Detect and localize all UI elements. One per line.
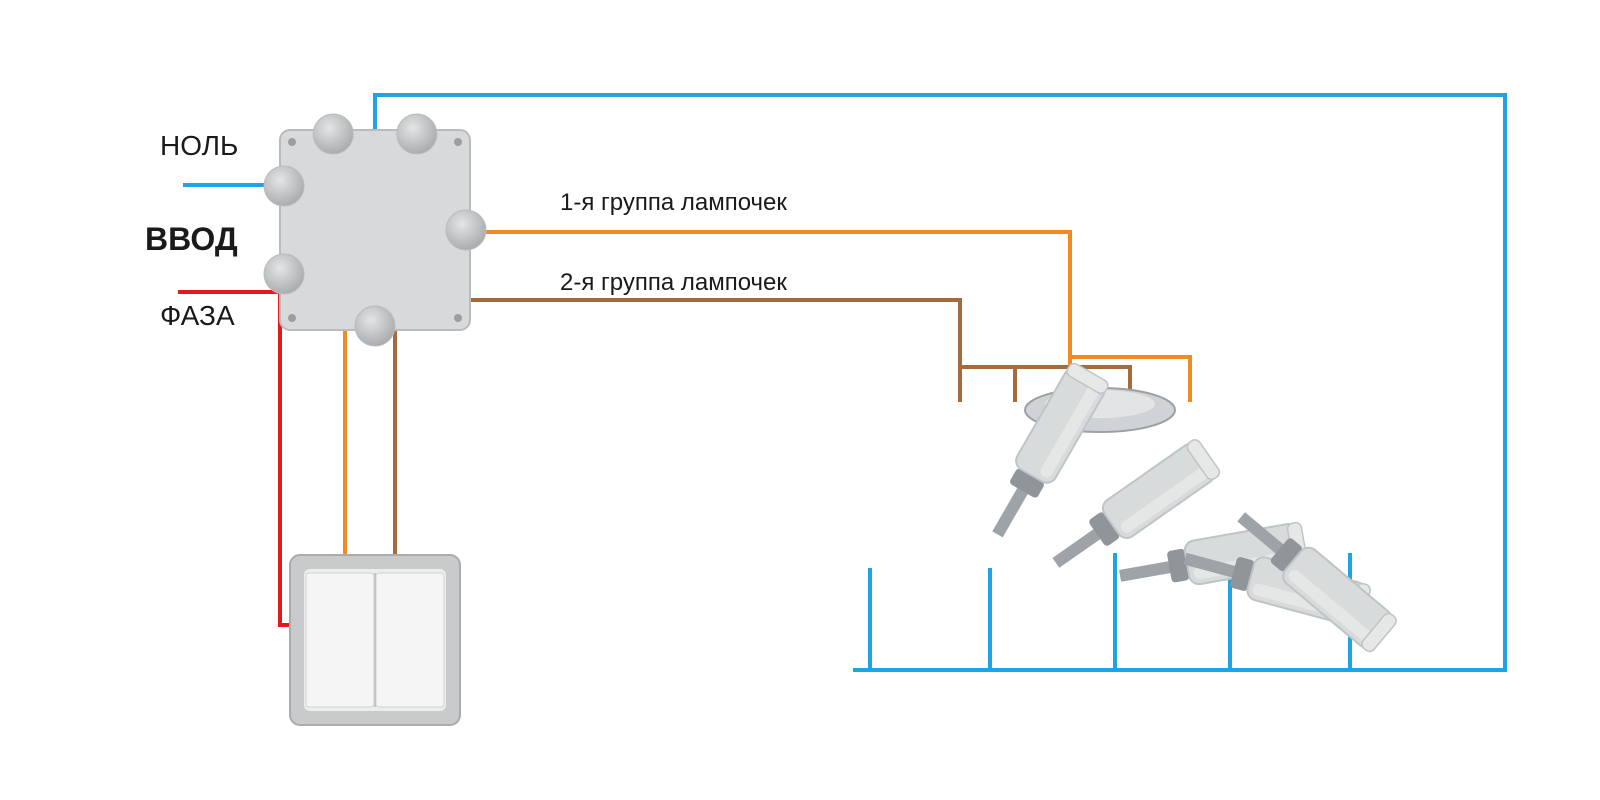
label-phase: ФАЗА	[160, 300, 235, 331]
label-group2: 2-я группа лампочек	[560, 269, 787, 296]
switch-pad-right	[376, 573, 444, 707]
label-neutral: НОЛЬ	[160, 130, 238, 161]
jbox-screw-3	[288, 314, 296, 322]
label-input: ВВОД	[145, 221, 238, 257]
wire-lamp-g2-b	[960, 367, 1015, 400]
wall-switch-icon	[290, 555, 460, 725]
junction-box-icon	[264, 114, 486, 346]
jbox-screw-4	[454, 314, 462, 322]
jbox-knob-b	[355, 306, 395, 346]
wire-group2-out	[450, 300, 960, 360]
lamp-tube-1	[978, 361, 1110, 545]
wiring-diagram: НОЛЬ ВВОД ФАЗА 1-я группа лампочек 2-я г…	[0, 0, 1600, 800]
jbox-knob-tr	[397, 114, 437, 154]
jbox-knob-r	[446, 210, 486, 250]
label-group1: 1-я группа лампочек	[560, 189, 787, 216]
jbox-knob-tl	[313, 114, 353, 154]
jbox-body	[280, 130, 470, 330]
jbox-knob-lb	[264, 254, 304, 294]
jbox-knob-lt	[264, 166, 304, 206]
jbox-screw-2	[454, 138, 462, 146]
switch-pad-left	[306, 573, 374, 707]
wire-phase-in	[180, 292, 300, 625]
jbox-screw-1	[288, 138, 296, 146]
chandelier-icon	[978, 361, 1398, 653]
